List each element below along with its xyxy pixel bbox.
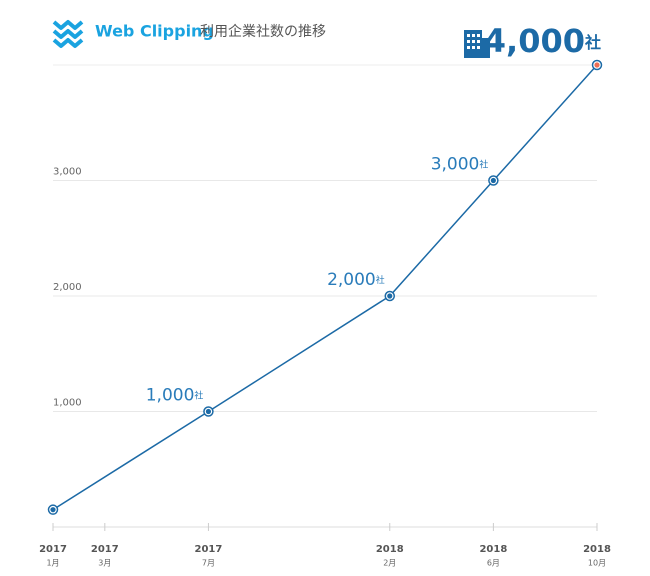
x-tick-month: 7月 [202, 559, 215, 568]
x-tick-year: 2017 [91, 544, 119, 555]
value-label-number: 1,000 [146, 386, 195, 406]
x-tick-month: 10月 [588, 559, 606, 568]
x-tick-year: 2018 [479, 544, 507, 555]
value-label-unit: 社 [376, 274, 385, 286]
data-point-center [594, 62, 600, 68]
brand: Web Clipping [95, 22, 214, 41]
data-point-center [50, 507, 56, 513]
value-label-unit: 社 [479, 158, 488, 170]
value-label: 2,000社 [327, 270, 385, 290]
y-tick-label: 3,000 [53, 167, 82, 178]
value-label: 4,000社 [484, 22, 601, 60]
value-label-unit: 社 [584, 33, 601, 52]
x-tick-month: 1月 [46, 559, 59, 568]
series-line [52, 64, 598, 511]
data-point-center [387, 293, 393, 299]
value-label: 3,000社 [431, 155, 489, 175]
y-tick-label: 1,000 [53, 398, 82, 409]
y-tick-label: 2,000 [53, 282, 82, 293]
x-tick-year: 2018 [376, 544, 404, 555]
data-point-center [205, 408, 212, 415]
x-tick-year: 2017 [195, 544, 223, 555]
value-label-unit: 社 [194, 389, 203, 401]
x-tick-month: 3月 [98, 559, 111, 568]
value-label-number: 2,000 [327, 270, 376, 290]
x-tick-month: 6月 [487, 559, 500, 568]
x-tick-year: 2017 [39, 544, 67, 555]
building-icon [464, 30, 490, 58]
x-tick-year: 2018 [583, 544, 611, 555]
chart-title: 利用企業社数の推移 [200, 23, 326, 40]
data-point-center [490, 177, 496, 184]
logo-icon [52, 20, 84, 48]
value-label-number: 4,000 [484, 22, 585, 60]
value-label-number: 3,000 [431, 155, 480, 175]
x-tick-month: 2月 [383, 559, 396, 568]
value-label: 1,000社 [146, 386, 204, 406]
